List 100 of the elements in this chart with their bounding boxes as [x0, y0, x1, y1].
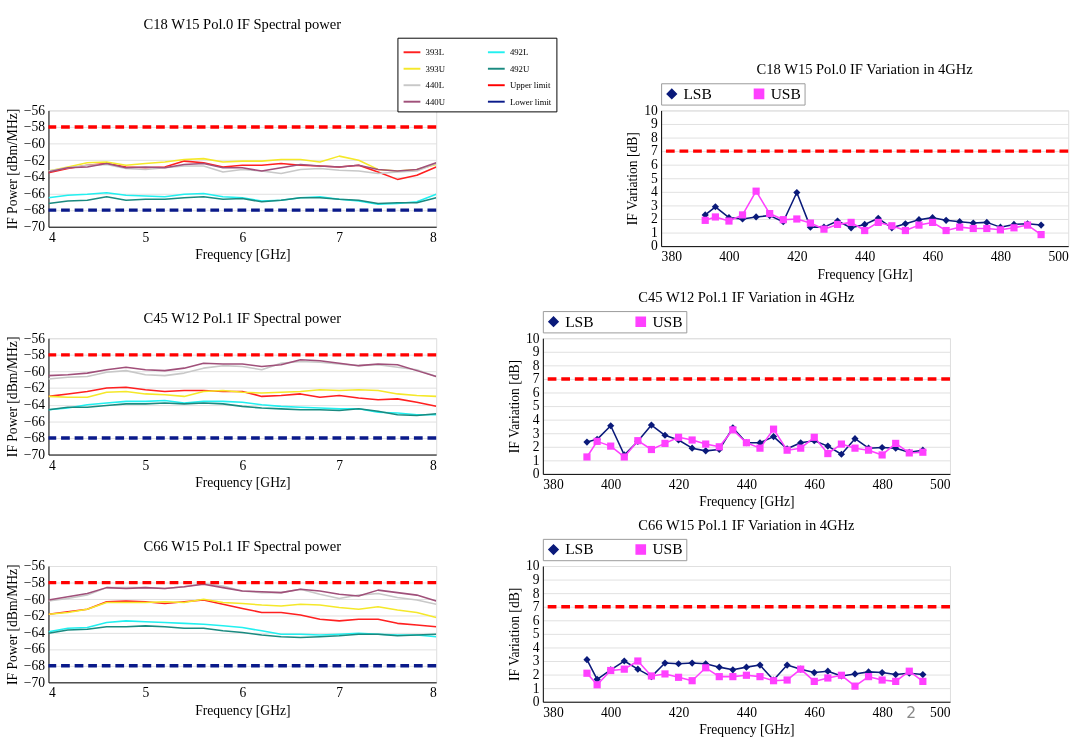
- y-tick-label: 4: [650, 184, 658, 200]
- y-tick-label: 0: [532, 694, 540, 710]
- y-tick-label: 2: [532, 666, 540, 682]
- line-series: [48, 196, 437, 205]
- x-tick-label: 500: [1048, 249, 1069, 265]
- x-tick-label: 4: [48, 229, 56, 245]
- y-tick-label: −62: [23, 152, 46, 168]
- y-tick-label: 3: [532, 425, 540, 441]
- x-tick-label: 4: [48, 457, 56, 473]
- x-tick-label: 7: [336, 457, 344, 473]
- y-tick-label: 9: [532, 571, 540, 587]
- legend-label: 492U: [509, 63, 530, 74]
- legend-label: USB: [770, 84, 801, 102]
- y-tick-label: 0: [532, 466, 540, 482]
- x-tick-label: 460: [804, 476, 826, 492]
- legend-label: 440L: [425, 80, 444, 91]
- x-axis-title: Frequency [GHz]: [699, 494, 795, 510]
- y-tick-label: −60: [23, 591, 46, 607]
- x-tick-label: 380: [661, 249, 683, 265]
- x-tick-label: 5: [142, 457, 150, 473]
- y-tick-label: 1: [650, 224, 658, 240]
- y-axis-title: IF Power [dBm/MHz]: [5, 564, 21, 685]
- legend-label: Upper limit: [509, 80, 551, 91]
- x-tick-label: 400: [719, 249, 740, 265]
- y-tick-label: −68: [23, 658, 46, 674]
- y-axis-title: IF Power [dBm/MHz]: [5, 108, 21, 230]
- y-tick-label: 7: [532, 599, 540, 615]
- y-tick-label: −70: [23, 446, 46, 462]
- y-tick-label: 9: [650, 116, 658, 132]
- legend-label: USB: [652, 312, 683, 330]
- y-tick-label: −70: [23, 674, 46, 690]
- y-tick-label: 10: [525, 330, 540, 346]
- y-tick-label: 8: [532, 585, 540, 601]
- y-axis-title: IF Power [dBm/MHz]: [5, 336, 21, 458]
- y-tick-label: 6: [532, 612, 540, 628]
- y-tick-label: −68: [23, 430, 46, 446]
- x-tick-label: 8: [429, 229, 437, 245]
- y-tick-label: 8: [650, 129, 658, 145]
- x-axis-title: Frequency [GHz]: [195, 702, 291, 718]
- x-tick-label: 440: [736, 704, 758, 720]
- y-tick-label: −66: [23, 185, 46, 201]
- x-tick-label: 400: [601, 476, 622, 492]
- y-axis-title: IF Variation [dB]: [507, 587, 523, 681]
- x-axis-title: Frequency [GHz]: [195, 247, 291, 263]
- legend-label: LSB: [565, 540, 594, 558]
- y-tick-label: 3: [532, 653, 540, 669]
- x-tick-label: 460: [922, 249, 944, 265]
- line-series: [48, 598, 437, 619]
- x-tick-label: 500: [930, 476, 951, 492]
- y-tick-label: 1: [532, 452, 540, 468]
- y-tick-label: 10: [525, 558, 540, 574]
- x-tick-label: 500: [930, 704, 951, 720]
- y-tick-label: 10: [644, 102, 658, 118]
- x-tick-label: 460: [804, 704, 826, 720]
- x-tick-label: 7: [336, 229, 344, 245]
- y-tick-label: −70: [23, 219, 46, 235]
- y-tick-label: −58: [23, 575, 46, 591]
- y-tick-label: 0: [650, 238, 658, 254]
- y-tick-label: 6: [532, 384, 540, 400]
- x-tick-label: 7: [336, 685, 344, 701]
- y-tick-label: 8: [532, 357, 540, 373]
- y-tick-label: −60: [23, 136, 46, 152]
- y-tick-label: −66: [23, 413, 46, 429]
- y-tick-label: 7: [532, 371, 540, 387]
- legend-label: 440U: [425, 96, 446, 107]
- legend-label: 393L: [425, 47, 444, 58]
- y-tick-label: −58: [23, 119, 46, 135]
- y-tick-label: 6: [650, 157, 658, 173]
- legend-label: LSB: [565, 312, 594, 330]
- x-tick-label: 6: [239, 457, 247, 473]
- legend-label: USB: [652, 540, 683, 558]
- x-tick-label: 380: [543, 704, 564, 720]
- line-series: [48, 625, 437, 639]
- legend-label: LSB: [683, 84, 712, 102]
- y-tick-label: 2: [532, 439, 540, 455]
- line-series: [48, 388, 437, 398]
- legend-label: Lower limit: [509, 96, 552, 107]
- y-tick-label: 9: [532, 344, 540, 360]
- x-tick-label: 6: [239, 229, 247, 245]
- x-axis-title: Frequency [GHz]: [195, 475, 291, 491]
- y-tick-label: 5: [532, 626, 540, 642]
- y-tick-label: 5: [532, 398, 540, 414]
- y-tick-label: −56: [23, 558, 46, 574]
- y-tick-label: −56: [23, 330, 46, 346]
- y-axis-title: IF Variation [dB]: [507, 359, 523, 454]
- y-tick-label: 4: [532, 639, 540, 655]
- y-tick-label: −64: [23, 169, 46, 185]
- x-tick-label: 420: [668, 476, 690, 492]
- chart-title: C66 W15 Pol.1 IF Spectral power: [143, 537, 342, 554]
- x-tick-label: 480: [872, 476, 893, 492]
- x-tick-label: 6: [239, 685, 247, 701]
- y-tick-label: 7: [650, 143, 658, 159]
- x-tick-label: 420: [787, 249, 808, 265]
- text: 2: [906, 704, 917, 723]
- line-series: [48, 386, 437, 408]
- chart-title: C45 W12 Pol.1 IF Spectral power: [143, 309, 342, 326]
- x-tick-label: 8: [429, 457, 437, 473]
- x-tick-label: 440: [854, 249, 876, 265]
- x-tick-label: 440: [736, 476, 758, 492]
- line-series: [48, 620, 437, 638]
